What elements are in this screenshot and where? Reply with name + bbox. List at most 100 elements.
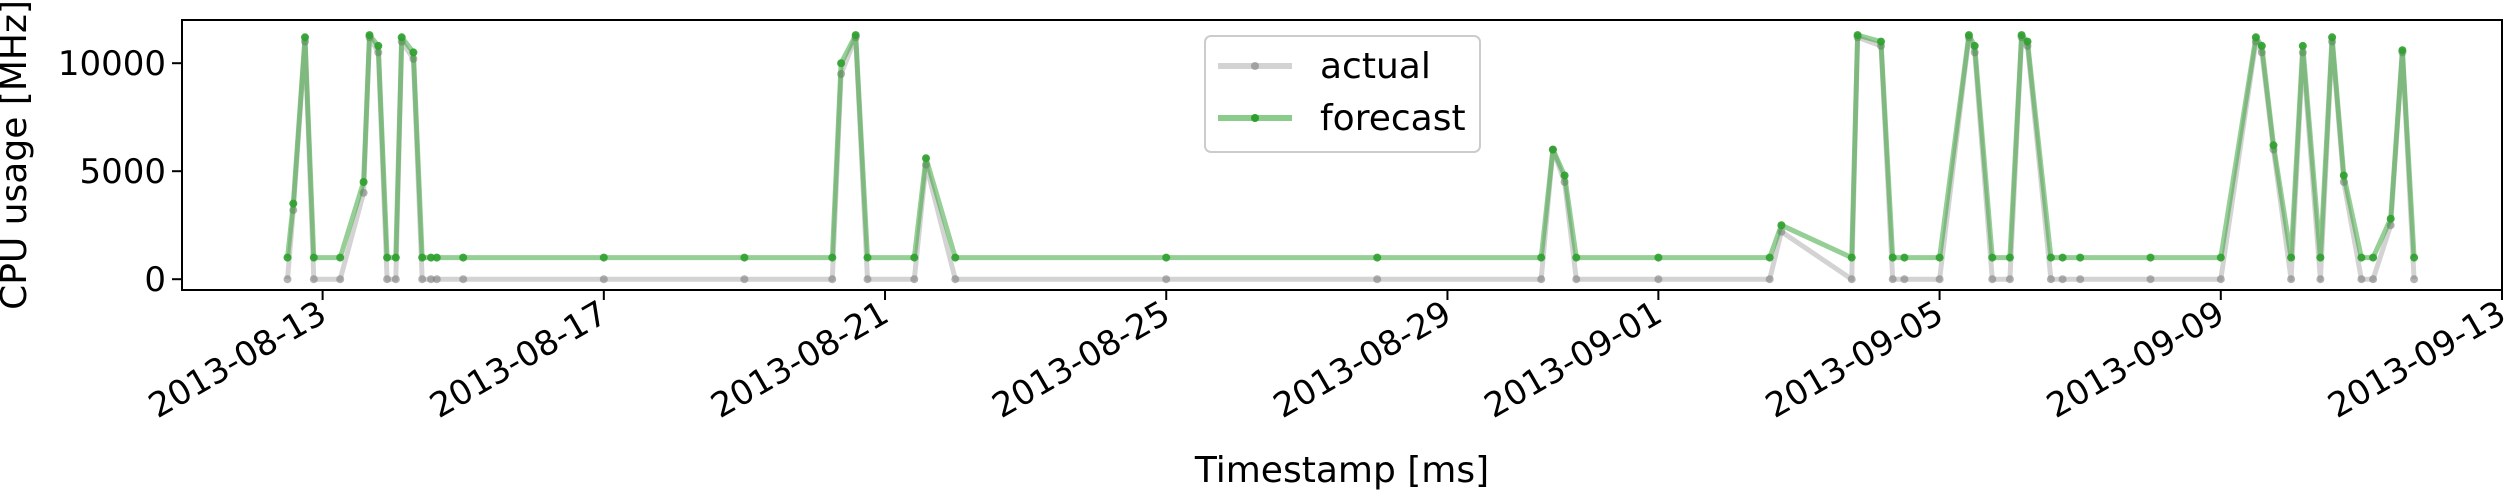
data-point-forecast [2287,253,2296,262]
data-point-forecast [397,33,406,42]
data-point-actual [1935,275,1944,284]
data-point-forecast [383,253,392,262]
data-point-actual [309,275,318,284]
data-point-actual [1537,275,1546,284]
data-point-forecast [409,48,418,57]
data-point-actual [283,275,292,284]
data-point-actual [951,275,960,284]
x-tick-label: 2013-09-13 [2321,293,2504,426]
data-point-forecast [1560,171,1569,180]
data-point-forecast [1877,37,1885,46]
data-point-forecast [374,41,383,50]
data-point-forecast [910,253,919,262]
x-tick-label: 2013-08-29 [1267,293,1458,426]
data-point-actual [2410,275,2419,284]
data-point-actual [2369,275,2378,284]
data-point-forecast [1888,253,1897,262]
data-point-forecast [289,199,298,208]
data-point-forecast [459,253,468,262]
data-point-forecast [951,253,960,262]
data-point-forecast [427,253,435,262]
data-point-forecast [599,253,608,262]
data-point-forecast [1777,221,1786,230]
data-point-forecast [2076,253,2085,262]
plot-frame [181,19,2503,291]
y-axis: 0 5000 10000 [58,44,182,300]
data-point-forecast [1988,253,1997,262]
data-point-actual [1572,275,1581,284]
data-point-forecast [309,253,318,262]
data-point-forecast [922,154,930,163]
y-tick-label: 5000 [79,152,166,192]
data-point-actual [910,275,919,284]
data-point-forecast [1537,253,1546,262]
data-point-actual [599,275,608,284]
data-point-actual [2357,275,2366,284]
data-point-forecast [1964,31,1973,40]
data-point-forecast [2357,253,2366,262]
data-point-forecast [2339,171,2348,180]
data-point-forecast [359,178,368,186]
data-point-forecast [2023,37,2032,46]
x-axis: 2013-08-13 2013-08-17 2013-08-21 2013-08-25… [142,290,2504,427]
data-point-actual [2076,275,2085,284]
data-point-forecast [283,253,292,262]
data-point-actual [1654,275,1663,284]
data-point-forecast [2046,253,2055,262]
data-point-actual [418,275,427,284]
data-point-forecast [863,253,872,262]
data-point-forecast [851,31,860,40]
data-point-actual [2216,275,2225,284]
data-point-forecast [2398,46,2407,55]
data-point-actual [336,275,345,284]
data-point-forecast [432,253,441,262]
data-point-actual [383,275,392,284]
data-point-actual [459,275,468,284]
data-point-actual [1162,275,1171,284]
data-point-forecast [1373,253,1382,262]
x-tick-label: 2013-08-17 [423,293,614,426]
data-point-forecast [2058,253,2067,262]
legend-box [1204,35,1481,153]
data-point-actual [1900,275,1909,284]
series-line-forecast [285,32,2417,261]
data-point-forecast [1847,253,1856,262]
data-point-forecast [301,33,309,42]
x-tick-label: 2013-09-01 [1478,293,1669,426]
data-point-forecast [391,253,400,262]
data-point-actual [432,275,441,284]
data-point-actual [2146,275,2155,284]
data-point-forecast [1765,253,1774,262]
legend: actual forecast [1204,35,1481,153]
y-axis-label: CPU usage [MHz] [0,0,35,310]
data-point-forecast [1654,253,1663,262]
data-point-forecast [1162,253,1171,262]
data-point-forecast [2251,33,2260,42]
data-point-forecast [2328,33,2337,42]
data-point-forecast [2257,41,2266,50]
data-point-forecast [1900,253,1909,262]
data-point-actual [391,275,400,284]
legend-label-actual: actual [1320,46,1431,87]
data-point-actual [2287,275,2296,284]
x-tick-label: 2013-08-13 [142,293,333,426]
data-point-actual [1847,275,1856,284]
data-point-forecast [336,253,345,262]
data-point-forecast [2017,31,2026,40]
data-point-forecast [2410,253,2419,262]
x-tick-label: 2013-09-05 [1759,293,1950,426]
data-point-actual [2058,275,2067,284]
data-point-forecast [2298,41,2307,50]
data-point-forecast [2216,253,2225,262]
x-axis-label: Timestamp [ms] [1194,450,1489,490]
data-point-actual [427,275,435,284]
data-point-actual [1765,275,1774,284]
series-layer [283,31,2419,284]
data-point-forecast [2316,253,2325,262]
data-point-forecast [1548,145,1557,154]
data-point-forecast [2005,253,2014,262]
data-point-actual [828,275,837,284]
data-point-actual [740,275,749,284]
data-point-actual [1373,275,1382,284]
data-point-forecast [2269,141,2278,150]
